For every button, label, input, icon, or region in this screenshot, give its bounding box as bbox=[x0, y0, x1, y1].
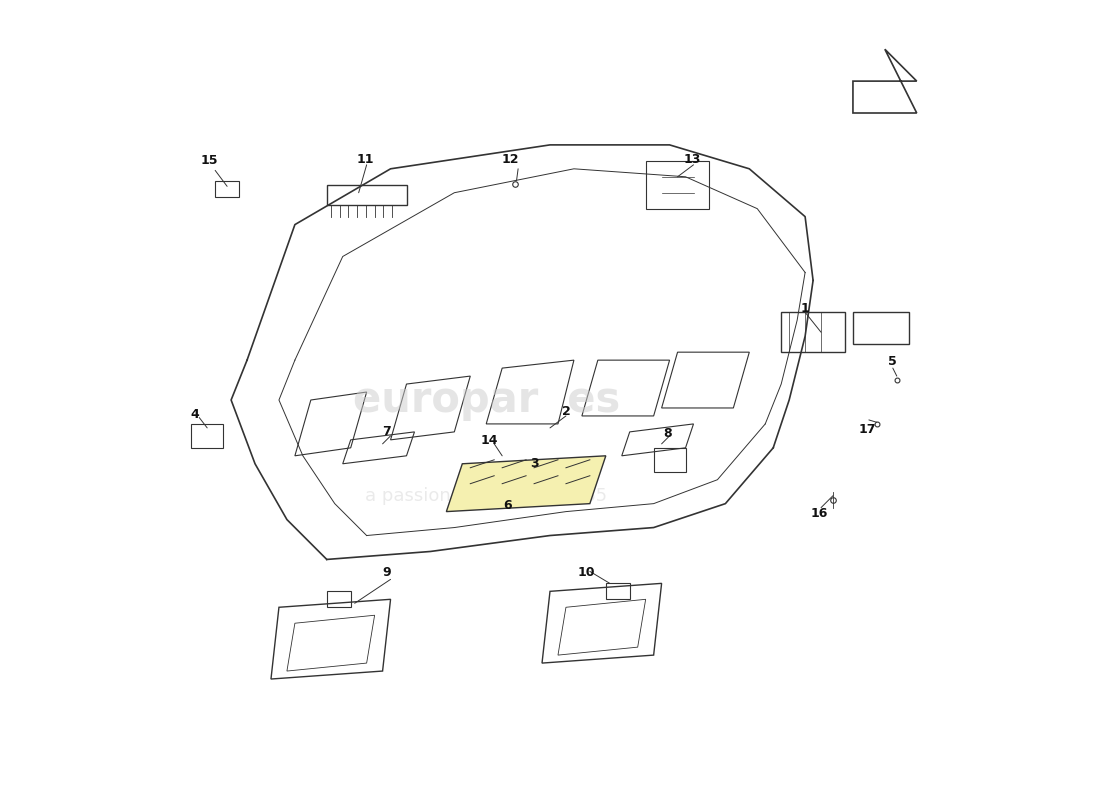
Text: 5: 5 bbox=[889, 355, 898, 368]
Text: 1: 1 bbox=[801, 302, 810, 315]
Text: a passion parts since 1985: a passion parts since 1985 bbox=[365, 486, 607, 505]
Text: 9: 9 bbox=[383, 566, 390, 579]
Text: europar  es: europar es bbox=[353, 379, 619, 421]
Text: 3: 3 bbox=[530, 458, 538, 470]
Polygon shape bbox=[447, 456, 606, 512]
Text: 8: 8 bbox=[663, 427, 672, 440]
Text: 2: 2 bbox=[562, 406, 570, 418]
Text: 11: 11 bbox=[356, 153, 374, 166]
Text: 12: 12 bbox=[502, 153, 519, 166]
Text: 7: 7 bbox=[382, 426, 390, 438]
Text: 15: 15 bbox=[201, 154, 218, 167]
Text: 4: 4 bbox=[191, 408, 199, 421]
Text: 14: 14 bbox=[481, 434, 498, 447]
Text: 17: 17 bbox=[858, 423, 876, 436]
Text: 6: 6 bbox=[504, 498, 513, 512]
Text: 13: 13 bbox=[683, 153, 701, 166]
Text: 16: 16 bbox=[811, 506, 828, 520]
Text: 10: 10 bbox=[578, 566, 595, 579]
